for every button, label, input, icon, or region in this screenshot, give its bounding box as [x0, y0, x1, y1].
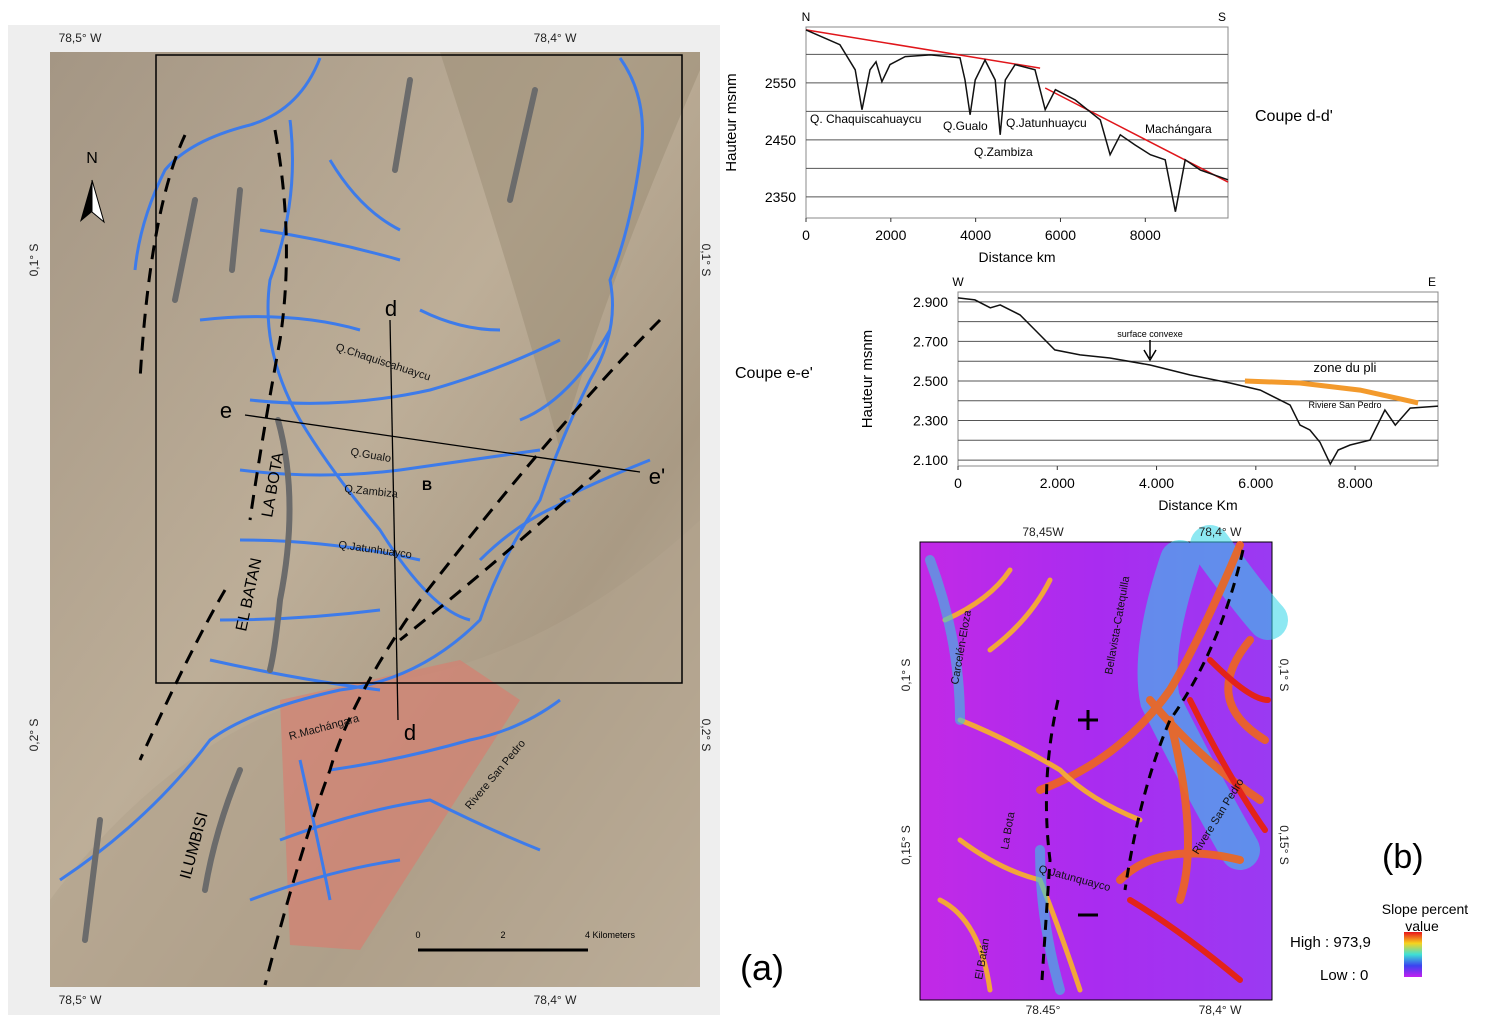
scale-label: 4 Kilometers: [585, 930, 636, 940]
x-tick-label: 0: [954, 475, 962, 491]
feature-label: B: [422, 477, 432, 493]
relief: [440, 52, 700, 450]
fold-symbol: [1078, 710, 1098, 917]
legend-title: Slope percent: [1382, 901, 1469, 917]
coord-label: 78,4° W: [534, 31, 577, 45]
coord-label: 0,15° S: [899, 825, 913, 865]
section-label: d: [404, 720, 416, 745]
coord-label: 0,2° S: [27, 719, 41, 752]
y-tick-label: 2.300: [913, 413, 948, 429]
profile-title: Coupe d-d': [1255, 108, 1333, 125]
legend-high: High : 973,9: [1290, 934, 1371, 951]
profile-line: [805, 29, 1229, 212]
section-label: d: [385, 296, 397, 321]
overlay-line: [1044, 87, 1229, 183]
profile-ee: 2.100 2.300 2.500 2.700 2.900 0 2.000 4.000 6.00…: [735, 275, 1439, 513]
x-tick-label: 4.000: [1139, 475, 1174, 491]
north-arrow: [80, 180, 92, 222]
annotation: Q.Gualo: [943, 119, 988, 133]
overlay-line: [1244, 378, 1419, 406]
north-label: N: [86, 150, 98, 167]
end-label: E: [1428, 275, 1436, 289]
section-label: e: [220, 398, 232, 423]
x-tick-label: 6000: [1045, 227, 1076, 243]
scale-label: 2: [500, 930, 505, 940]
end-label: N: [802, 10, 811, 24]
x-tick-label: 4000: [960, 227, 991, 243]
fault: [1040, 699, 1060, 981]
map-a: 78,5° W 78,4° W 78,5° W 78,4° W 0,1° S 0…: [8, 25, 720, 1015]
y-tick-label: 2550: [765, 75, 796, 91]
y-tick-label: 2.500: [913, 373, 948, 389]
annotation: Riviere San Pedro: [1308, 400, 1381, 410]
y-tick-label: 2.900: [913, 294, 948, 310]
overlay-line: [805, 29, 1041, 69]
coord-label: 0,15° S: [1277, 825, 1291, 865]
annotation: zone du pli: [1314, 360, 1377, 375]
y-axis-label: Hauteur msnm: [723, 73, 740, 171]
coord-label: 0,1° S: [899, 659, 913, 692]
fold-axes: [82, 77, 538, 943]
coord-label: 78.45°: [1026, 1003, 1061, 1017]
annotation: Q. Chaquiscahuaycu: [810, 112, 921, 126]
rivers: [59, 57, 651, 902]
x-tick-label: 2000: [875, 227, 906, 243]
coord-label: 78,4° W: [534, 993, 577, 1007]
coord-label: 78,5° W: [59, 31, 102, 45]
slope-channels: [925, 525, 1288, 995]
section-lines: [244, 319, 641, 721]
section-label: e': [649, 464, 665, 489]
annotation-arrow: [1143, 340, 1157, 362]
y-tick-label: 2450: [765, 132, 796, 148]
coord-label: 78,4° W: [1199, 525, 1242, 539]
profile-line: [957, 297, 1439, 466]
y-tick-label: 2.100: [913, 452, 948, 468]
end-label: S: [1218, 10, 1226, 24]
end-label: W: [952, 275, 964, 289]
plot-area: [957, 291, 1439, 467]
x-tick-label: 0: [802, 227, 810, 243]
coord-label: 78,4° W: [1199, 1003, 1242, 1017]
map-b: 78,45W 78,4° W 78.45° 78,4° W 0,1° S 0,1…: [899, 525, 1291, 1017]
x-tick-label: 6.000: [1238, 475, 1273, 491]
plot-area: [805, 26, 1229, 219]
x-tick-label: 2.000: [1040, 475, 1075, 491]
coord-label: 0,2° S: [699, 719, 713, 752]
annotation: surface convexe: [1117, 329, 1183, 339]
legend-ramp: [1404, 932, 1422, 977]
panel-label: (b): [1382, 838, 1424, 876]
annotation: Machángara: [1145, 122, 1212, 136]
annotation: Q.Zambiza: [974, 145, 1033, 159]
legend-title: value: [1405, 918, 1439, 934]
x-tick-label: 8000: [1130, 227, 1161, 243]
x-axis-label: Distance km: [978, 249, 1055, 265]
profile-dd: 2350 2450 2550 0 2000 4000 6000 8000 Distance km…: [723, 10, 1333, 265]
y-tick-label: 2350: [765, 189, 796, 205]
north-arrow: [91, 179, 105, 224]
panel-label: (a): [740, 947, 784, 988]
x-tick-label: 8.000: [1338, 475, 1373, 491]
coord-label: 78,5° W: [59, 993, 102, 1007]
y-axis-label: Hauteur msnm: [859, 330, 876, 428]
inset-frame: [155, 54, 683, 684]
coord-label: 0,1° S: [1277, 659, 1291, 692]
annotation: Q.Jatunhuaycu: [1006, 116, 1087, 130]
x-axis-label: Distance Km: [1158, 497, 1237, 513]
y-tick-label: 2.700: [913, 333, 948, 349]
coord-label: 0,1° S: [699, 244, 713, 277]
scale-label: 0: [415, 930, 420, 940]
legend-low: Low : 0: [1320, 967, 1368, 984]
profile-title: Coupe e-e': [735, 365, 813, 382]
feature-label: Q.Zambiza: [344, 483, 400, 501]
coord-label: 78,45W: [1022, 525, 1064, 539]
coord-label: 0,1° S: [27, 244, 41, 277]
